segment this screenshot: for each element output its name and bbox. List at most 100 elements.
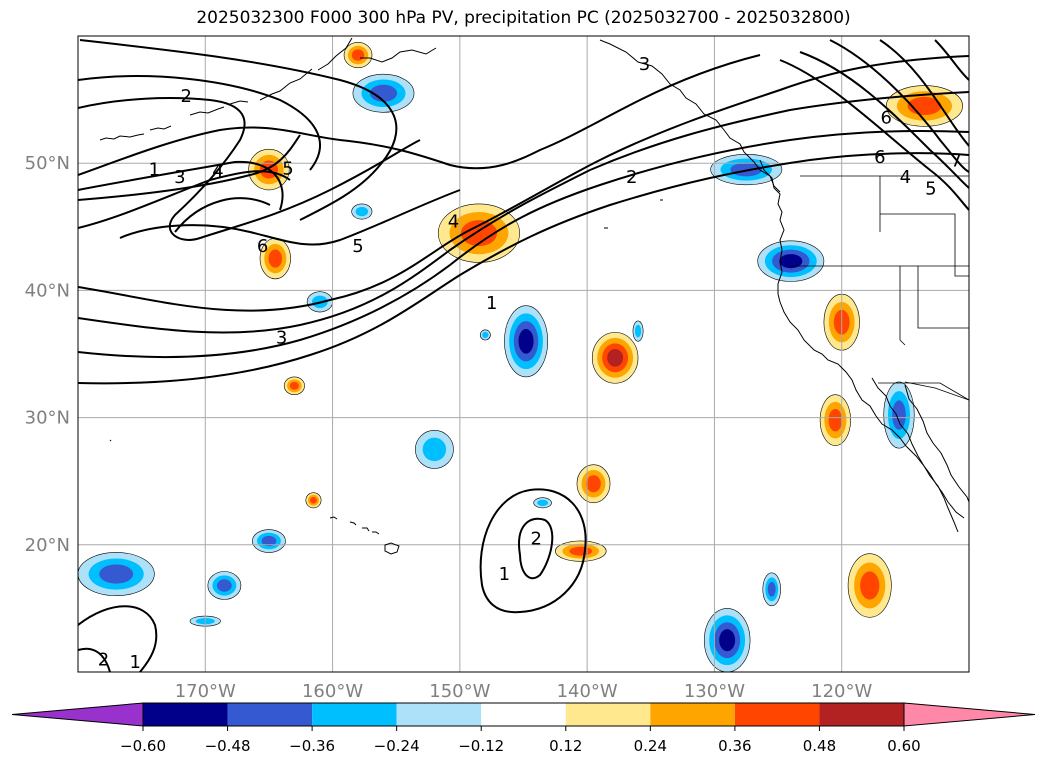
contour-label: 5 bbox=[352, 236, 363, 257]
lat-label: 40°N bbox=[25, 280, 70, 301]
precip-band bbox=[586, 475, 601, 493]
precip-band bbox=[779, 254, 803, 269]
pv-contour-e1 bbox=[779, 59, 969, 211]
colorbar-tick-label: 0.36 bbox=[718, 737, 751, 755]
pv-contour-bl-2 bbox=[78, 647, 111, 672]
precip-blob bbox=[415, 430, 454, 469]
precip-band bbox=[460, 220, 498, 247]
us-mexico-border bbox=[904, 381, 969, 401]
lon-label: 130°W bbox=[684, 681, 745, 702]
precip-band bbox=[828, 408, 843, 432]
pv-contour-e3 bbox=[829, 39, 969, 173]
longitude-labels: 170°W 160°W 150°W 140°W 130°W 120°W bbox=[175, 681, 873, 702]
colorbar-tick-label: −0.48 bbox=[205, 737, 251, 755]
contour-label: 3 bbox=[174, 167, 185, 188]
precip-band bbox=[310, 496, 317, 504]
precip-band bbox=[422, 437, 447, 462]
precip-blob bbox=[762, 572, 781, 607]
lat-label: 20°N bbox=[25, 535, 70, 556]
contour-label: 6 bbox=[257, 236, 268, 257]
pv-contour-4 bbox=[78, 134, 301, 201]
precip-blob bbox=[305, 492, 322, 509]
lon-label: 120°W bbox=[811, 681, 872, 702]
colorbar-frame bbox=[142, 702, 905, 727]
pv-contour-bl-1 bbox=[78, 605, 158, 672]
political-borders bbox=[790, 175, 969, 401]
contour-label: 2 bbox=[531, 528, 542, 549]
contour-label: 1 bbox=[486, 293, 497, 314]
colorbar-tick-label: 0.12 bbox=[549, 737, 582, 755]
state-borders bbox=[790, 176, 969, 401]
pv-contour-e2 bbox=[799, 51, 969, 189]
colorbar-arrow-left bbox=[11, 702, 144, 727]
precip-blob bbox=[479, 329, 491, 341]
lon-label: 170°W bbox=[175, 681, 236, 702]
precip-band bbox=[289, 381, 299, 390]
pv-contour-1 bbox=[78, 54, 761, 176]
colorbar-tick-label: −0.60 bbox=[120, 737, 166, 755]
gulf-of-california-coastline bbox=[904, 384, 969, 504]
precip-band bbox=[369, 84, 398, 102]
colorbar-tick-label: 0.60 bbox=[887, 737, 920, 755]
lon-label: 160°W bbox=[302, 681, 363, 702]
pv-contour-outer-2 bbox=[79, 39, 398, 221]
precip-blob bbox=[819, 394, 851, 446]
precip-blob bbox=[283, 376, 305, 396]
colorbar-segment bbox=[565, 703, 651, 726]
colorbar-segment bbox=[396, 703, 482, 726]
precip-band bbox=[767, 581, 776, 597]
colorbar-segment bbox=[143, 703, 228, 726]
precip-blob bbox=[533, 497, 552, 509]
precip-blob bbox=[576, 464, 611, 504]
colorbar-tick-label: −0.12 bbox=[458, 737, 504, 755]
contour-label: 4 bbox=[448, 212, 459, 233]
colorbar-tick-label: −0.24 bbox=[374, 737, 420, 755]
pv-contour-lines bbox=[78, 39, 969, 672]
precip-band bbox=[261, 535, 277, 547]
precip-band bbox=[634, 324, 642, 338]
contour-label: 3 bbox=[639, 54, 650, 75]
precip-band bbox=[518, 328, 534, 354]
baja-california-coastline bbox=[871, 377, 965, 519]
precip-band bbox=[569, 546, 593, 556]
precip-blob bbox=[504, 305, 548, 378]
pv-contour-2 bbox=[78, 97, 421, 241]
precip-band bbox=[268, 249, 283, 268]
contour-label: 2 bbox=[98, 649, 109, 670]
pv-contour-s4 bbox=[78, 152, 969, 385]
colorbar bbox=[11, 702, 1036, 727]
precip-blob bbox=[351, 203, 373, 220]
precip-blob bbox=[632, 320, 644, 342]
hawaii-islands bbox=[329, 516, 400, 555]
precip-band bbox=[537, 499, 549, 506]
contour-label: 5 bbox=[925, 179, 936, 200]
small-islands bbox=[109, 199, 663, 442]
precip-band bbox=[892, 400, 906, 430]
pv-contour-cutoff-1 bbox=[479, 488, 587, 614]
colorbar-tick-label: −0.36 bbox=[289, 737, 335, 755]
contour-label: 3 bbox=[276, 327, 287, 348]
pv-contour-s1 bbox=[78, 55, 969, 312]
precip-blob bbox=[352, 73, 415, 113]
pv-contour-s3 bbox=[78, 129, 969, 358]
pv-contour-s5 bbox=[119, 189, 461, 246]
colorbar-tick-label: 0.48 bbox=[803, 737, 836, 755]
contour-label: 4 bbox=[900, 167, 911, 188]
precip-blob bbox=[847, 553, 892, 618]
contour-label: 1 bbox=[499, 564, 510, 585]
precip-blob bbox=[343, 42, 373, 69]
latitude-labels: 50°N 40°N 30°N 20°N bbox=[25, 153, 70, 556]
precip-band bbox=[351, 49, 365, 61]
lon-label: 150°W bbox=[429, 681, 490, 702]
precip-band bbox=[99, 564, 134, 584]
contour-label: 1 bbox=[149, 160, 160, 181]
colorbar-arrow-right bbox=[903, 702, 1036, 727]
contour-label: 1 bbox=[130, 652, 141, 673]
pv-contour-cutoff-2 bbox=[518, 517, 554, 580]
pv-contour-s2 bbox=[78, 91, 969, 334]
pv-contour-e5 bbox=[934, 39, 969, 81]
colorbar-segment bbox=[481, 703, 566, 726]
precip-band bbox=[355, 206, 369, 217]
